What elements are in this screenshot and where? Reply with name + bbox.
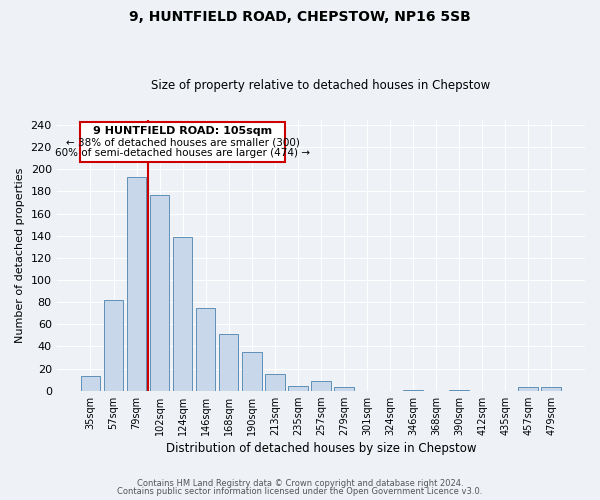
Y-axis label: Number of detached properties: Number of detached properties bbox=[15, 168, 25, 343]
FancyBboxPatch shape bbox=[80, 122, 285, 162]
Bar bbox=[242, 352, 262, 391]
Bar bbox=[311, 380, 331, 390]
Bar bbox=[150, 195, 169, 390]
Text: ← 38% of detached houses are smaller (300): ← 38% of detached houses are smaller (30… bbox=[65, 138, 299, 147]
Bar bbox=[288, 386, 308, 390]
Bar bbox=[196, 308, 215, 390]
Bar bbox=[334, 388, 353, 390]
Bar bbox=[219, 334, 238, 390]
Bar bbox=[265, 374, 284, 390]
Text: 60% of semi-detached houses are larger (474) →: 60% of semi-detached houses are larger (… bbox=[55, 148, 310, 158]
Title: Size of property relative to detached houses in Chepstow: Size of property relative to detached ho… bbox=[151, 79, 490, 92]
X-axis label: Distribution of detached houses by size in Chepstow: Distribution of detached houses by size … bbox=[166, 442, 476, 455]
Bar bbox=[518, 388, 538, 390]
Text: 9 HUNTFIELD ROAD: 105sqm: 9 HUNTFIELD ROAD: 105sqm bbox=[93, 126, 272, 136]
Text: Contains public sector information licensed under the Open Government Licence v3: Contains public sector information licen… bbox=[118, 487, 482, 496]
Bar bbox=[104, 300, 123, 390]
Bar bbox=[173, 237, 193, 390]
Bar bbox=[127, 177, 146, 390]
Bar bbox=[80, 376, 100, 390]
Text: 9, HUNTFIELD ROAD, CHEPSTOW, NP16 5SB: 9, HUNTFIELD ROAD, CHEPSTOW, NP16 5SB bbox=[129, 10, 471, 24]
Text: Contains HM Land Registry data © Crown copyright and database right 2024.: Contains HM Land Registry data © Crown c… bbox=[137, 478, 463, 488]
Bar bbox=[541, 388, 561, 390]
